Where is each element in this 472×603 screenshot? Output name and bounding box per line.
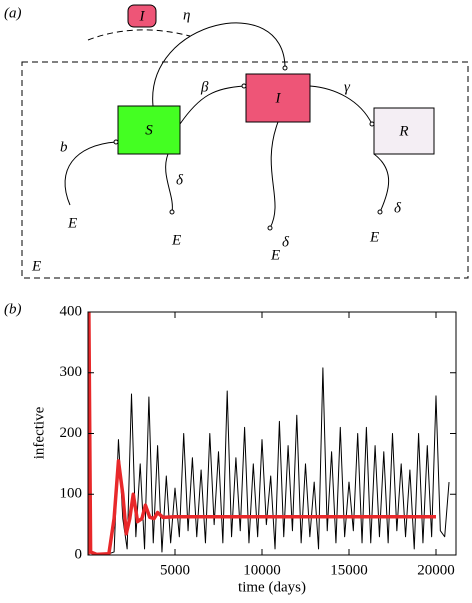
y-axis-label: infective bbox=[31, 406, 47, 459]
death-arrow bbox=[269, 121, 279, 229]
node-label: S bbox=[145, 122, 153, 138]
series-line bbox=[88, 367, 450, 555]
panel-label: (b) bbox=[4, 301, 22, 317]
x-tick-label: 10000 bbox=[243, 562, 281, 578]
node-label: I bbox=[275, 90, 282, 106]
arrow-head bbox=[113, 139, 119, 145]
infection-arrow bbox=[179, 85, 245, 125]
y-tick-label: 300 bbox=[60, 364, 83, 380]
arrow-head bbox=[267, 225, 273, 231]
x-tick-label: 15000 bbox=[330, 562, 368, 578]
rate-label: δ bbox=[176, 172, 184, 188]
rate-label: b bbox=[60, 139, 68, 155]
death-arrow bbox=[165, 153, 173, 213]
arrow-head bbox=[282, 65, 288, 71]
infection-arc bbox=[152, 22, 286, 107]
rate-label: γ bbox=[344, 79, 351, 95]
import-node bbox=[127, 4, 157, 28]
x-axis-label: time (days) bbox=[238, 579, 306, 595]
arrow-head bbox=[377, 209, 383, 215]
env-label: E bbox=[171, 232, 181, 248]
node-label: R bbox=[398, 123, 408, 139]
series-line bbox=[88, 312, 436, 555]
env-label: E bbox=[270, 247, 280, 263]
node-r bbox=[373, 107, 435, 155]
arrow-head bbox=[369, 121, 375, 127]
rate-label: β bbox=[200, 79, 209, 95]
birth-arrow bbox=[64, 141, 117, 206]
node-i bbox=[245, 73, 311, 123]
recovery-arrow bbox=[309, 85, 373, 125]
rate-label: η bbox=[183, 7, 190, 23]
death-arrow bbox=[373, 153, 390, 213]
import-boundary bbox=[87, 29, 191, 41]
environment-box bbox=[21, 61, 469, 279]
arrow-head bbox=[169, 209, 175, 215]
env-label: E bbox=[31, 258, 41, 274]
y-tick-label: 200 bbox=[60, 425, 83, 441]
y-tick-label: 400 bbox=[60, 303, 83, 319]
y-tick-label: 100 bbox=[60, 486, 83, 502]
y-tick-label: 0 bbox=[75, 546, 83, 562]
x-tick-label: 5000 bbox=[160, 562, 190, 578]
env-label: E bbox=[67, 215, 77, 231]
rate-label: δ bbox=[394, 200, 402, 216]
rate-label: δ bbox=[282, 234, 290, 250]
plot-area bbox=[88, 312, 450, 555]
env-label: E bbox=[369, 229, 379, 245]
panel-label: (a) bbox=[4, 5, 22, 21]
import-label: I bbox=[139, 8, 146, 24]
node-s bbox=[117, 105, 181, 155]
arrow-head bbox=[241, 83, 247, 89]
x-tick-label: 20000 bbox=[417, 562, 455, 578]
